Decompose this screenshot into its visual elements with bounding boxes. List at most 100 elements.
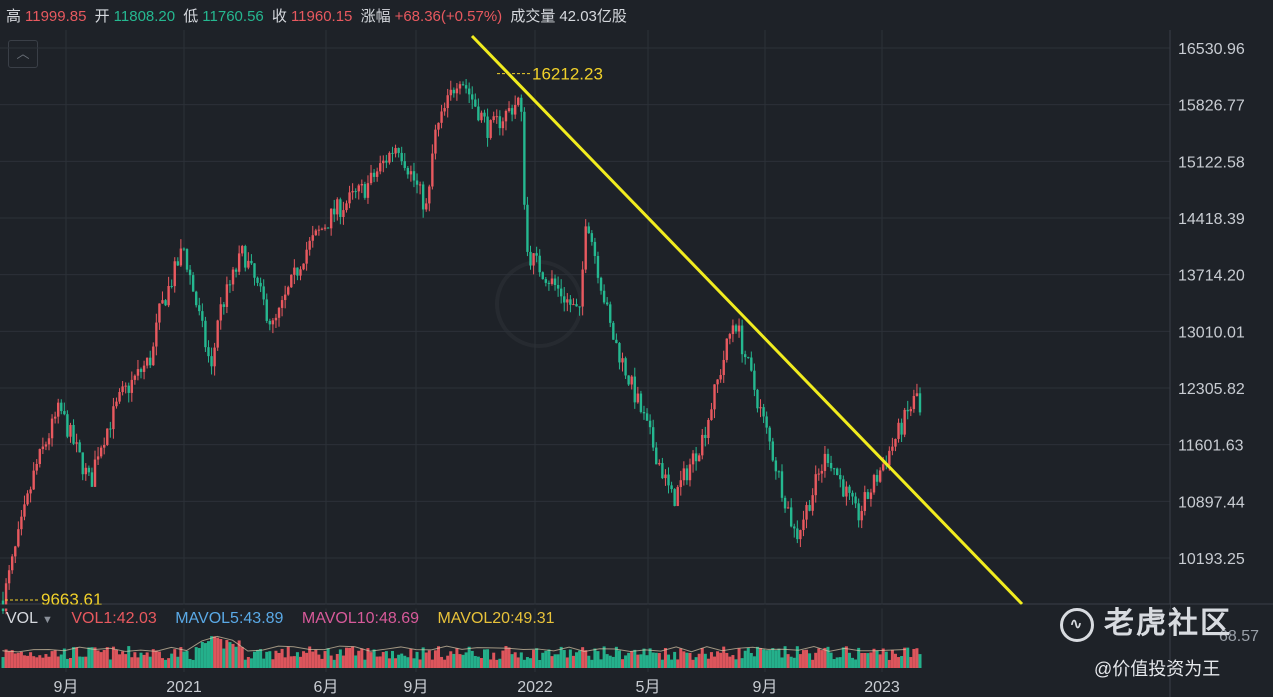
volume-bar: [449, 651, 453, 668]
volume-bar: [323, 651, 327, 668]
volume-bar: [332, 659, 336, 668]
candle-body: [287, 287, 290, 295]
volume-bar: [351, 646, 355, 668]
candle-body: [602, 290, 606, 303]
volume-bar: [72, 647, 76, 668]
candle-body: [596, 255, 600, 278]
candle-body: [535, 253, 538, 256]
candle-body: [96, 456, 100, 460]
candle-body: [311, 235, 314, 241]
volume-bar: [639, 654, 643, 668]
candle-body: [320, 228, 324, 230]
volume-bar: [611, 656, 615, 668]
candle-body: [299, 269, 302, 276]
volume-bar: [578, 650, 582, 668]
volume-bar: [792, 657, 796, 668]
volume-bar: [801, 650, 805, 668]
grid-lines: [0, 30, 1273, 697]
candle-body: [152, 346, 155, 366]
candle-body: [57, 402, 60, 417]
candle-body: [523, 111, 526, 205]
volume-bar: [252, 651, 256, 668]
candle-body: [498, 116, 502, 129]
volume-bar: [335, 654, 339, 668]
volume-bar: [157, 651, 161, 668]
volume-bar: [470, 650, 474, 668]
volume-bar: [617, 650, 621, 668]
candle-body: [342, 210, 345, 217]
candle-body: [559, 288, 563, 297]
volume-bar: [7, 651, 11, 668]
volume-bar: [498, 658, 502, 668]
volume-bar: [32, 656, 36, 668]
volume-bar: [805, 649, 809, 668]
volume-bar: [627, 652, 631, 668]
candle-body: [563, 296, 566, 303]
vol-selector[interactable]: VOL: [6, 610, 39, 627]
volume-bar: [547, 649, 551, 668]
candle-body: [283, 294, 287, 301]
volume-bar: [860, 653, 864, 668]
candle-body: [354, 191, 357, 193]
volume-bar: [274, 650, 278, 668]
dropdown-caret-icon[interactable]: ▼: [42, 614, 53, 626]
volume-bar: [651, 652, 655, 668]
volume-bar: [286, 646, 290, 668]
x-tick-label: 2022: [517, 679, 553, 696]
candle-body: [431, 153, 434, 187]
peak-label: 16212.23: [532, 65, 603, 84]
candle-body: [170, 285, 173, 287]
volume-bar: [443, 659, 447, 668]
volume-bar: [390, 650, 394, 668]
candle-body: [805, 505, 808, 520]
volume-bar: [26, 655, 30, 668]
volume-bar: [295, 652, 299, 668]
volume-bar: [590, 659, 594, 668]
volume-bar: [513, 652, 517, 668]
volume-bar: [194, 647, 198, 668]
volume-bar: [430, 659, 434, 668]
candle-body: [142, 365, 146, 372]
volume-bar: [823, 647, 827, 668]
volume-bar: [148, 656, 152, 668]
candle-body: [826, 453, 830, 463]
volume-bar: [133, 652, 137, 668]
volume-bar: [409, 649, 413, 668]
candle-body: [164, 300, 167, 306]
candle-body: [630, 376, 633, 385]
volume-bar: [614, 646, 618, 668]
candle-body: [145, 357, 149, 366]
candle-body: [112, 406, 115, 430]
volume-value: 42.03亿股: [559, 8, 627, 25]
candle-body: [777, 471, 781, 473]
candle-body: [357, 185, 360, 192]
candle-body: [302, 263, 305, 270]
volume-bar: [863, 653, 867, 668]
candle-body: [339, 199, 342, 217]
candle-body: [47, 438, 51, 445]
candle-body: [517, 97, 520, 106]
volume-bar: [887, 659, 891, 668]
candle-body: [167, 285, 170, 306]
collapse-up-icon[interactable]: ︿: [8, 40, 38, 68]
candle-body: [725, 338, 728, 360]
candle-body: [379, 163, 382, 172]
volume-bar: [173, 649, 177, 668]
high-value: 11999.85: [25, 8, 87, 25]
volume-bar: [903, 647, 907, 668]
candle-body: [351, 191, 354, 193]
volume-bar: [381, 652, 385, 668]
candle-body: [348, 192, 351, 204]
volume-bar: [467, 646, 471, 668]
volume-bar: [38, 655, 42, 668]
volume-bar: [464, 652, 468, 668]
candle-body: [213, 347, 216, 367]
volume-bar: [167, 658, 171, 668]
volume-bar: [440, 656, 444, 668]
author-watermark: @价值投资为王: [1094, 659, 1221, 679]
candle-body: [863, 492, 866, 512]
volume-bar: [424, 652, 428, 668]
volume-bar: [213, 636, 217, 668]
candle-body: [550, 278, 554, 284]
